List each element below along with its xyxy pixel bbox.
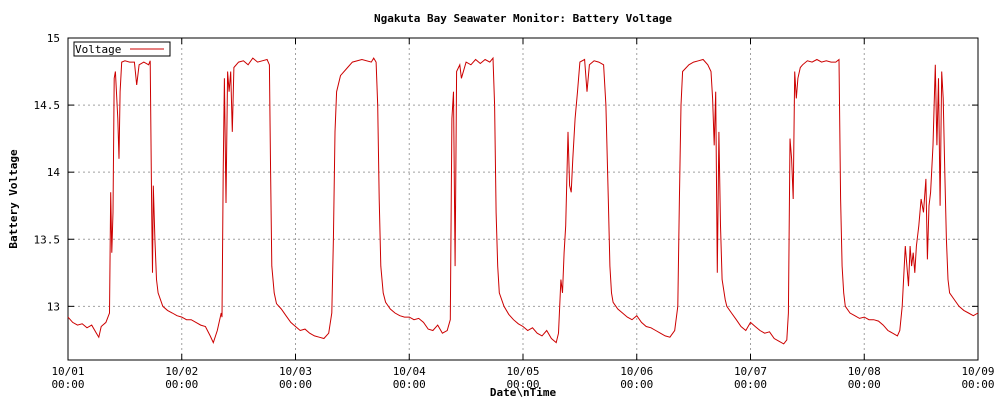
legend: Voltage <box>73 41 171 57</box>
plot-border <box>67 37 979 361</box>
y-tick-label: 15 <box>47 32 60 45</box>
x-axis-label: Date\nTime <box>489 386 557 399</box>
x-tick-label: 10/09 00:00 <box>961 365 995 391</box>
x-tick-label: 10/04 00:00 <box>392 365 426 391</box>
chart-title: Ngakuta Bay Seawater Monitor: Battery Vo… <box>374 12 672 25</box>
y-tick-label: 14 <box>47 166 61 179</box>
x-tick-label: 10/05 00:00 <box>506 365 540 391</box>
y-tick-label: 13 <box>47 300 60 313</box>
legend-box <box>73 41 171 57</box>
x-tick-label: 10/03 00:00 <box>278 365 313 391</box>
y-tick-label: 14.5 <box>34 99 61 112</box>
x-tick-label: 10/08 00:00 <box>847 365 881 391</box>
x-tick-label: 10/02 00:00 <box>165 365 199 391</box>
x-tick-label: 10/01 00:00 <box>51 365 85 391</box>
legend-label: Voltage <box>75 43 121 56</box>
x-tick-label: 10/06 00:00 <box>620 365 654 391</box>
data-line <box>67 56 979 345</box>
y-tick-label: 13.5 <box>34 233 61 246</box>
y-axis-label: Battery Voltage <box>7 149 20 249</box>
x-tick-label: 10/07 00:00 <box>733 365 768 391</box>
